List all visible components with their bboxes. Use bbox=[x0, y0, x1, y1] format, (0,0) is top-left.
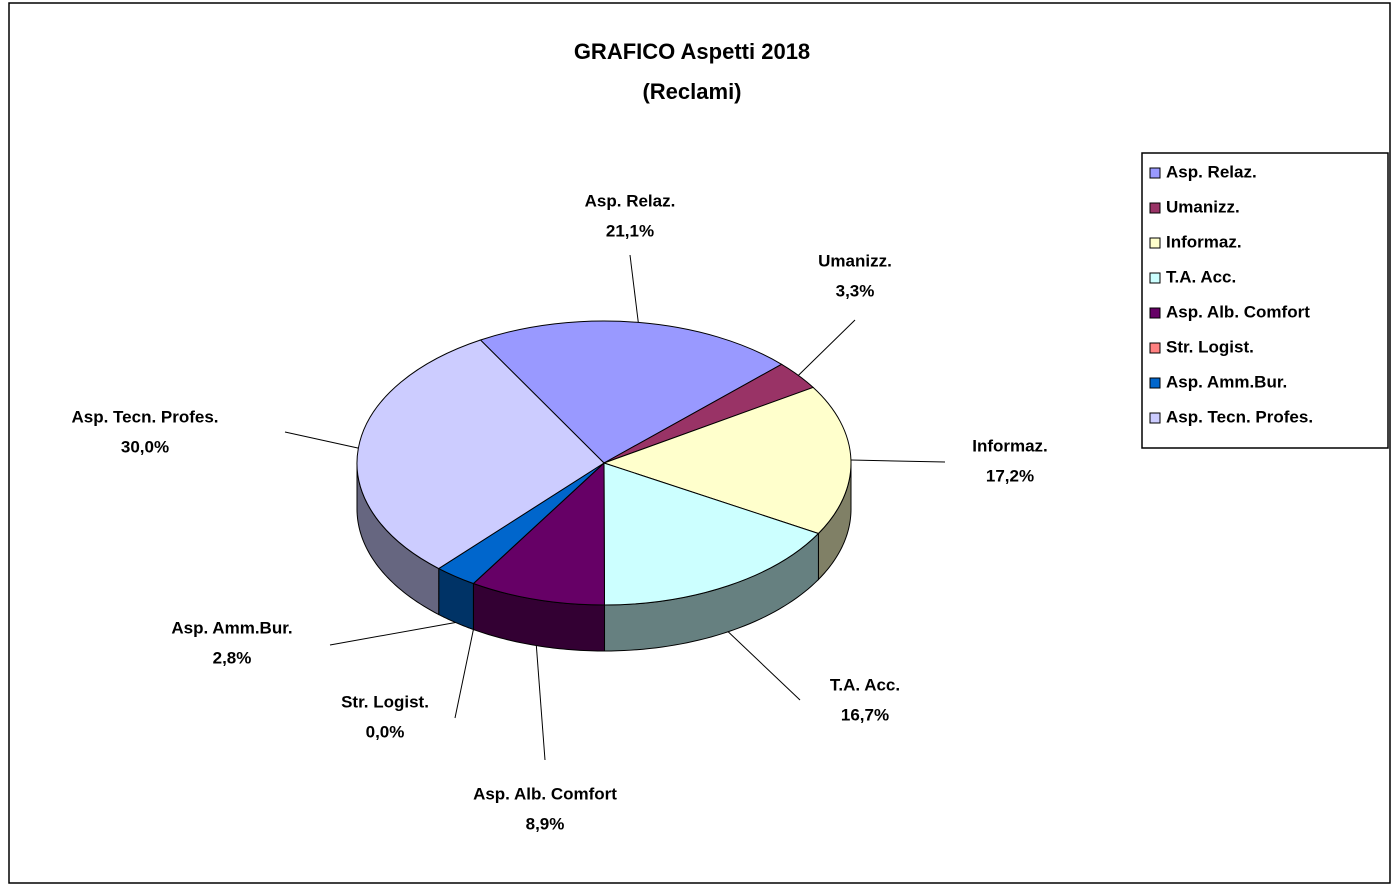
data-label-name: Umanizz. bbox=[818, 251, 892, 270]
data-label-value: 17,2% bbox=[986, 466, 1034, 485]
leader-line bbox=[850, 459, 946, 463]
legend-label: Umanizz. bbox=[1166, 197, 1240, 216]
legend-swatch bbox=[1149, 412, 1161, 424]
data-label-name: Str. Logist. bbox=[341, 692, 429, 711]
data-label-name: Asp. Tecn. Profes. bbox=[71, 407, 218, 426]
slice bbox=[602, 386, 852, 535]
legend-label: Asp. Relaz. bbox=[1166, 162, 1257, 181]
legend-swatch bbox=[1149, 202, 1161, 214]
data-label-name: Informaz. bbox=[972, 436, 1048, 455]
legend-label: Asp. Amm.Bur. bbox=[1166, 372, 1287, 391]
leader-line bbox=[798, 319, 856, 376]
legend-swatch bbox=[1149, 237, 1161, 249]
leader-line bbox=[727, 631, 801, 701]
legend-label: Str. Logist. bbox=[1166, 337, 1254, 356]
data-label-value: 0,0% bbox=[366, 722, 405, 741]
data-label-value: 16,7% bbox=[841, 705, 889, 724]
leader-line bbox=[454, 629, 474, 719]
legend-swatch bbox=[1149, 167, 1161, 179]
legend-box bbox=[1141, 152, 1389, 449]
chart-title: GRAFICO Aspetti 2018 bbox=[574, 39, 810, 64]
legend-swatch bbox=[1149, 272, 1161, 284]
data-label-value: 8,9% bbox=[526, 814, 565, 833]
slice bbox=[472, 461, 606, 606]
data-label-name: Asp. Relaz. bbox=[585, 191, 676, 210]
legend-label: T.A. Acc. bbox=[1166, 267, 1236, 286]
leader-line bbox=[629, 254, 639, 323]
legend-swatch bbox=[1149, 377, 1161, 389]
data-label-value: 30,0% bbox=[121, 437, 169, 456]
data-label-name: T.A. Acc. bbox=[830, 675, 900, 694]
chart-subtitle: (Reclami) bbox=[642, 79, 741, 104]
leader-line bbox=[535, 645, 546, 761]
leader-line bbox=[329, 621, 456, 646]
data-label-value: 2,8% bbox=[213, 648, 252, 667]
legend-label: Asp. Alb. Comfort bbox=[1166, 302, 1310, 321]
data-label-name: Asp. Alb. Comfort bbox=[473, 784, 617, 803]
data-label-value: 3,3% bbox=[836, 281, 875, 300]
leader-line bbox=[284, 431, 359, 449]
legend-swatch bbox=[1149, 307, 1161, 319]
legend-swatch bbox=[1149, 342, 1161, 354]
legend-label: Asp. Tecn. Profes. bbox=[1166, 407, 1313, 426]
data-label-value: 21,1% bbox=[606, 221, 654, 240]
data-label-name: Asp. Amm.Bur. bbox=[171, 618, 292, 637]
slice bbox=[603, 462, 820, 606]
legend-label: Informaz. bbox=[1166, 232, 1242, 251]
